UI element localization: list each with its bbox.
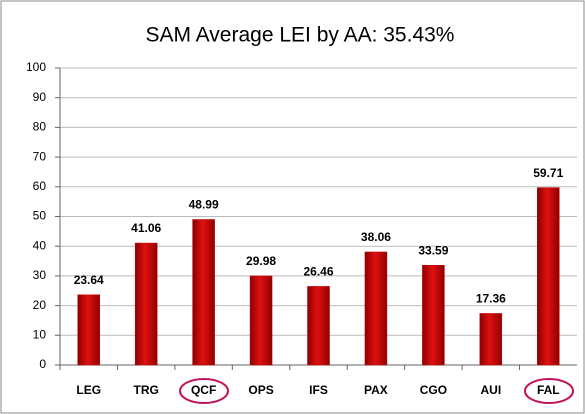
value-label: 17.36 (476, 292, 506, 306)
x-tick-label: AUI (480, 383, 501, 397)
highlight-circle (524, 378, 574, 404)
value-label: 26.46 (303, 265, 333, 279)
y-tick-label: 90 (33, 90, 47, 104)
x-tick-label: CGO (420, 383, 447, 397)
bar (249, 275, 273, 366)
bar (192, 219, 215, 366)
value-label: 23.64 (74, 273, 104, 287)
value-label: 48.99 (189, 198, 219, 212)
bar (422, 264, 445, 366)
value-label: 38.06 (361, 230, 391, 244)
highlight-circle (179, 378, 229, 404)
y-tick-label: 10 (33, 327, 47, 341)
value-label: 33.59 (418, 243, 448, 257)
bar (364, 251, 388, 366)
chart-title: SAM Average LEI by AA: 35.43% (146, 24, 455, 47)
x-tick-label: QCF (191, 383, 216, 397)
y-tick-label: 100 (26, 60, 46, 74)
y-tick-label: 20 (33, 298, 47, 312)
bar (307, 286, 330, 366)
x-tick-label: TRG (133, 383, 158, 397)
y-tick-label: 30 (33, 268, 47, 282)
bar (479, 313, 503, 366)
y-tick-label: 70 (33, 149, 47, 163)
bar (77, 294, 100, 366)
value-label: 29.98 (246, 254, 276, 268)
y-tick-label: 0 (39, 357, 46, 371)
x-tick-label: LEG (76, 383, 101, 397)
bar (537, 187, 560, 366)
x-tick-label: FAL (537, 383, 560, 397)
y-tick-label: 50 (33, 209, 47, 223)
value-label: 41.06 (131, 221, 161, 235)
bar (134, 242, 158, 366)
y-tick-label: 60 (33, 179, 47, 193)
value-label: 59.71 (533, 166, 563, 180)
y-tick-label: 40 (33, 238, 47, 252)
x-tick-label: OPS (248, 383, 273, 397)
x-tick-label: PAX (364, 383, 388, 397)
x-tick-label: IFS (309, 383, 328, 397)
y-tick-label: 80 (33, 120, 47, 134)
